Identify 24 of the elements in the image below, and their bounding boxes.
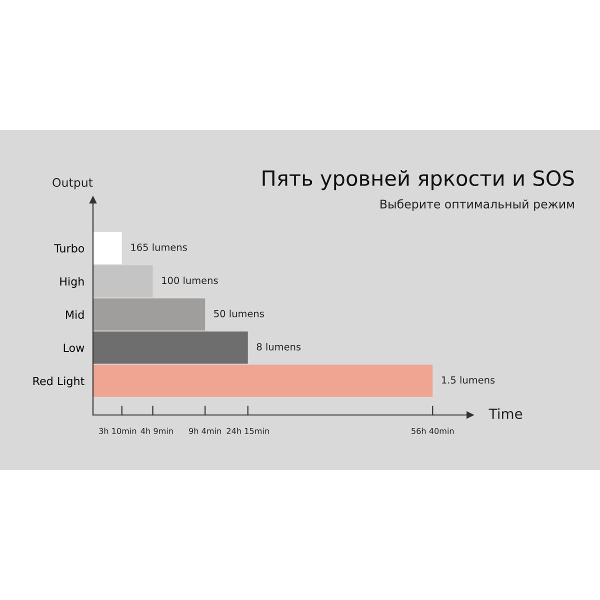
- annotation: 8 lumens: [256, 342, 301, 350]
- y-axis-title: Output: [52, 178, 93, 190]
- text: Выберите оптимальный режим: [380, 199, 574, 211]
- y-tick-label: Red Light: [33, 376, 84, 388]
- bar: [93, 332, 248, 364]
- bar: [93, 232, 122, 264]
- y-tick-label: Low: [64, 344, 84, 352]
- annotation: 50 lumens: [214, 310, 264, 318]
- y-tick-label: Turbo: [54, 244, 84, 252]
- annotation: 1.5 lumens: [442, 376, 495, 384]
- chart-title: Пять уровней яркости и SOS: [262, 170, 574, 190]
- annotation: 165 lumens: [131, 243, 187, 251]
- text: 24h 15min: [226, 428, 269, 434]
- bar: [93, 298, 206, 331]
- annotation: 100 lumens: [162, 276, 218, 284]
- bar: [93, 265, 153, 298]
- x-axis-title: Time: [488, 408, 522, 420]
- bar: [93, 364, 433, 397]
- y-tick-label: Mid: [66, 310, 84, 319]
- text: 3h 10min: [99, 428, 136, 434]
- text: 9h 4min: [189, 428, 221, 434]
- text: 56h 40min: [412, 428, 454, 434]
- y-tick-label: High: [60, 277, 84, 288]
- text: 4h 9min: [140, 428, 173, 434]
